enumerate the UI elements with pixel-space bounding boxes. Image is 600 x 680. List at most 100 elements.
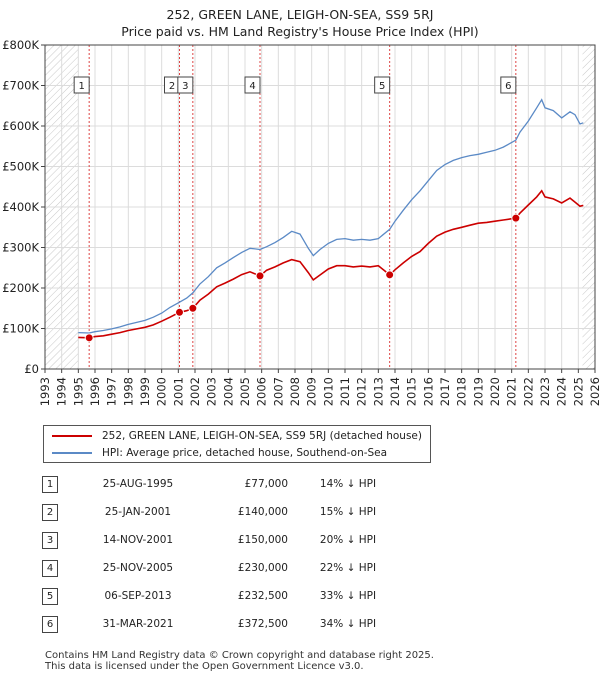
table-row: 3 14-NOV-2001 £150,000 20% ↓ HPI xyxy=(42,526,408,554)
sale-hpi-diff: 34% ↓ HPI xyxy=(319,618,377,630)
sale-label-box xyxy=(244,76,261,94)
y-tick-label: £600K xyxy=(2,119,39,133)
sale-number-badge: 2 xyxy=(42,503,58,521)
sale-number-badge: 3 xyxy=(42,531,58,549)
chart-title: 252, GREEN LANE, LEIGH-ON-SEA, SS9 5RJ P… xyxy=(0,6,600,40)
sale-point xyxy=(175,307,184,317)
x-tick-label: 2021 xyxy=(505,377,519,406)
sale-point xyxy=(385,270,395,280)
x-tick-label: 2016 xyxy=(421,377,435,406)
x-tick-label: 2008 xyxy=(288,377,302,406)
x-tick-label: 2000 xyxy=(155,377,169,406)
x-tick-label: 2013 xyxy=(371,377,385,406)
sale-price: £77,000 xyxy=(244,478,288,490)
x-tick-label: 2015 xyxy=(405,377,419,406)
sales-table: 1 25-AUG-1995 £77,000 14% ↓ HPI 2 25-JAN… xyxy=(42,470,408,638)
x-tick-label: 2022 xyxy=(521,377,535,406)
x-tick-label: 1999 xyxy=(138,377,152,406)
sale-label-number: 1 xyxy=(78,81,84,92)
footer: Contains HM Land Registry data © Crown c… xyxy=(45,650,434,672)
x-tick-label: 2019 xyxy=(471,377,485,406)
footer-copyright: Contains HM Land Registry data © Crown c… xyxy=(45,650,434,661)
chart-title-line-2: Price paid vs. HM Land Registry's House … xyxy=(121,24,479,39)
hpi-line xyxy=(78,98,584,334)
x-tick-label: 1995 xyxy=(71,377,85,406)
x-tick-label: 2007 xyxy=(271,377,285,406)
sale-date: 31-MAR-2021 xyxy=(102,618,174,630)
y-tick-label: £100K xyxy=(2,322,39,336)
sale-label-number: 2 xyxy=(169,81,175,92)
sale-price: £140,000 xyxy=(237,506,288,518)
y-tick-label: £200K xyxy=(2,281,39,295)
legend-swatch-blue xyxy=(52,452,92,454)
property-price-line xyxy=(78,189,584,339)
x-tick-label: 2012 xyxy=(355,377,369,406)
legend-item-property: 252, GREEN LANE, LEIGH-ON-SEA, SS9 5RJ (… xyxy=(52,428,422,444)
y-tick-label: £0 xyxy=(24,362,39,376)
sale-price: £150,000 xyxy=(237,534,288,546)
x-tick-label: 2010 xyxy=(321,377,335,406)
x-tick-label: 2017 xyxy=(438,377,452,406)
table-row: 5 06-SEP-2013 £232,500 33% ↓ HPI xyxy=(42,582,408,610)
footer-license: This data is licensed under the Open Gov… xyxy=(45,661,364,672)
sale-point xyxy=(84,333,94,343)
x-tick-label: 2024 xyxy=(555,377,569,406)
sale-date: 25-JAN-2001 xyxy=(104,506,172,518)
sale-label-box xyxy=(177,76,194,94)
sale-number-badge: 1 xyxy=(42,475,58,493)
sale-date: 25-AUG-1995 xyxy=(102,478,174,490)
sale-number-badge: 5 xyxy=(42,587,58,605)
legend-label-property: 252, GREEN LANE, LEIGH-ON-SEA, SS9 5RJ (… xyxy=(102,430,422,442)
sale-label-number: 5 xyxy=(379,81,385,92)
x-tick-label: 1994 xyxy=(55,377,69,406)
sale-hpi-diff: 20% ↓ HPI xyxy=(319,534,377,546)
sale-hpi-diff: 15% ↓ HPI xyxy=(319,506,377,518)
x-tick-label: 2006 xyxy=(255,377,269,406)
sale-label-number: 4 xyxy=(249,81,255,92)
x-tick-label: 2020 xyxy=(488,377,502,406)
sale-price: £232,500 xyxy=(237,590,288,602)
sale-number-badge: 6 xyxy=(42,615,58,633)
sale-label-box xyxy=(73,76,90,94)
y-tick-label: £800K xyxy=(2,38,39,52)
y-tick-label: £700K xyxy=(2,79,39,93)
sale-price: £230,000 xyxy=(237,562,288,574)
table-row: 6 31-MAR-2021 £372,500 34% ↓ HPI xyxy=(42,610,408,638)
y-tick-label: £400K xyxy=(2,200,39,214)
x-tick-label: 2004 xyxy=(221,377,235,406)
sale-hpi-diff: 22% ↓ HPI xyxy=(319,562,377,574)
sale-date: 06-SEP-2013 xyxy=(104,590,172,602)
x-tick-label: 2005 xyxy=(238,377,252,406)
table-row: 1 25-AUG-1995 £77,000 14% ↓ HPI xyxy=(42,470,408,498)
sale-label-box xyxy=(500,76,517,94)
sale-date: 14-NOV-2001 xyxy=(102,534,174,546)
x-tick-label: 2003 xyxy=(205,377,219,406)
sale-point xyxy=(511,213,521,223)
sale-date: 25-NOV-2005 xyxy=(102,562,174,574)
x-tick-label: 2011 xyxy=(338,377,352,406)
sale-point xyxy=(188,303,198,313)
sale-hpi-diff: 33% ↓ HPI xyxy=(319,590,377,602)
x-tick-label: 2026 xyxy=(588,377,600,406)
sale-hpi-diff: 14% ↓ HPI xyxy=(319,478,377,490)
legend: 252, GREEN LANE, LEIGH-ON-SEA, SS9 5RJ (… xyxy=(43,425,431,463)
x-tick-label: 2009 xyxy=(305,377,319,406)
sale-label-number: 6 xyxy=(505,81,511,92)
x-tick-label: 2001 xyxy=(171,377,185,406)
table-row: 4 25-NOV-2005 £230,000 22% ↓ HPI xyxy=(42,554,408,582)
legend-label-hpi: HPI: Average price, detached house, Sout… xyxy=(102,447,388,459)
x-tick-label: 2023 xyxy=(538,377,552,406)
x-tick-label: 2018 xyxy=(455,377,469,406)
x-tick-label: 2014 xyxy=(388,377,402,406)
legend-item-hpi: HPI: Average price, detached house, Sout… xyxy=(52,445,387,461)
y-tick-label: £300K xyxy=(2,241,39,255)
x-tick-label: 1993 xyxy=(38,377,52,406)
x-tick-label: 1998 xyxy=(121,377,135,406)
x-tick-label: 1997 xyxy=(105,377,119,406)
sale-label-box xyxy=(374,76,391,94)
sale-point xyxy=(255,271,265,281)
x-tick-label: 2025 xyxy=(571,377,585,406)
table-row: 2 25-JAN-2001 £140,000 15% ↓ HPI xyxy=(42,498,408,526)
y-tick-label: £500K xyxy=(2,160,39,174)
